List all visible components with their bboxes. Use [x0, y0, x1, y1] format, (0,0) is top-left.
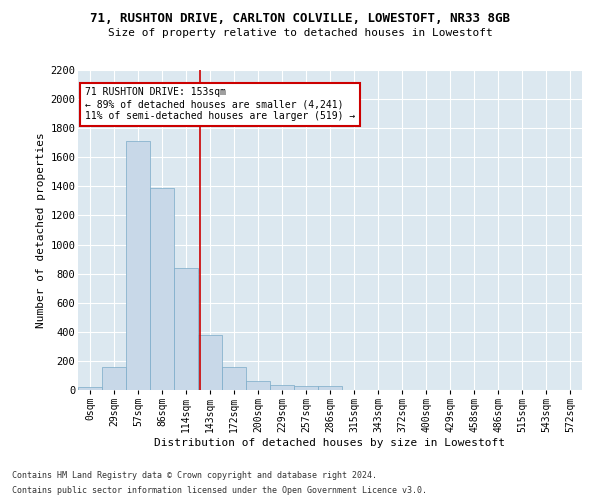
- Bar: [174, 268, 198, 390]
- Bar: [78, 387, 102, 390]
- Y-axis label: Number of detached properties: Number of detached properties: [36, 132, 46, 328]
- Text: Contains public sector information licensed under the Open Government Licence v3: Contains public sector information licen…: [12, 486, 427, 495]
- Bar: [126, 142, 150, 390]
- Bar: [198, 334, 222, 390]
- Text: Contains HM Land Registry data © Crown copyright and database right 2024.: Contains HM Land Registry data © Crown c…: [12, 471, 377, 480]
- Bar: [270, 385, 294, 390]
- Bar: [222, 366, 246, 390]
- Text: Size of property relative to detached houses in Lowestoft: Size of property relative to detached ho…: [107, 28, 493, 38]
- Bar: [294, 386, 318, 390]
- Text: 71 RUSHTON DRIVE: 153sqm
← 89% of detached houses are smaller (4,241)
11% of sem: 71 RUSHTON DRIVE: 153sqm ← 89% of detach…: [85, 88, 355, 120]
- Bar: [318, 386, 342, 390]
- X-axis label: Distribution of detached houses by size in Lowestoft: Distribution of detached houses by size …: [155, 438, 505, 448]
- Bar: [102, 368, 126, 390]
- Text: 71, RUSHTON DRIVE, CARLTON COLVILLE, LOWESTOFT, NR33 8GB: 71, RUSHTON DRIVE, CARLTON COLVILLE, LOW…: [90, 12, 510, 26]
- Bar: [150, 188, 174, 390]
- Bar: [246, 380, 270, 390]
